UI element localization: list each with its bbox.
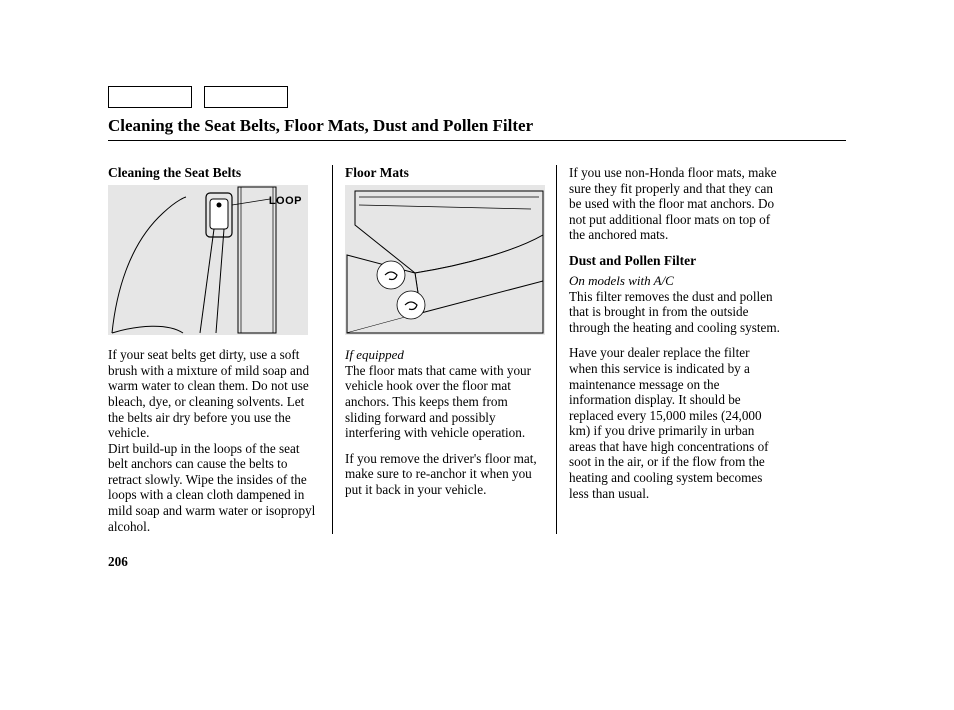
loop-label: LOOP: [269, 195, 302, 208]
page-title: Cleaning the Seat Belts, Floor Mats, Dus…: [108, 116, 846, 141]
tab-box-1: [108, 86, 192, 108]
col1-p1: If your seat belts get dirty, use a soft…: [108, 347, 316, 440]
floor-mat-illustration: [345, 185, 545, 335]
col3-p2: This filter removes the dust and pollen …: [569, 289, 780, 336]
manual-page: Cleaning the Seat Belts, Floor Mats, Dus…: [0, 0, 954, 710]
columns: Cleaning the Seat Belts: [108, 165, 846, 534]
col2-italic: If equipped: [345, 347, 540, 363]
col3-italic: On models with A/C: [569, 273, 780, 289]
col2-heading: Floor Mats: [345, 165, 540, 181]
col3-p1: If you use non-Honda floor mats, make su…: [569, 165, 780, 243]
top-tab-row: [108, 86, 846, 108]
col1-heading: Cleaning the Seat Belts: [108, 165, 316, 181]
tab-box-2: [204, 86, 288, 108]
page-number: 206: [108, 554, 128, 570]
col3-heading: Dust and Pollen Filter: [569, 253, 780, 269]
col1-p2: Dirt build-up in the loops of the seat b…: [108, 441, 316, 534]
col2-p2: If you remove the driver's floor mat, ma…: [345, 451, 540, 498]
col3-p3: Have your dealer replace the filter when…: [569, 345, 780, 501]
seat-belt-illustration: LOOP: [108, 185, 308, 335]
column-2: Floor Mats: [332, 165, 556, 534]
col2-p1: The floor mats that came with your vehic…: [345, 363, 540, 441]
column-3: If you use non-Honda floor mats, make su…: [556, 165, 780, 534]
column-1: Cleaning the Seat Belts: [108, 165, 332, 534]
